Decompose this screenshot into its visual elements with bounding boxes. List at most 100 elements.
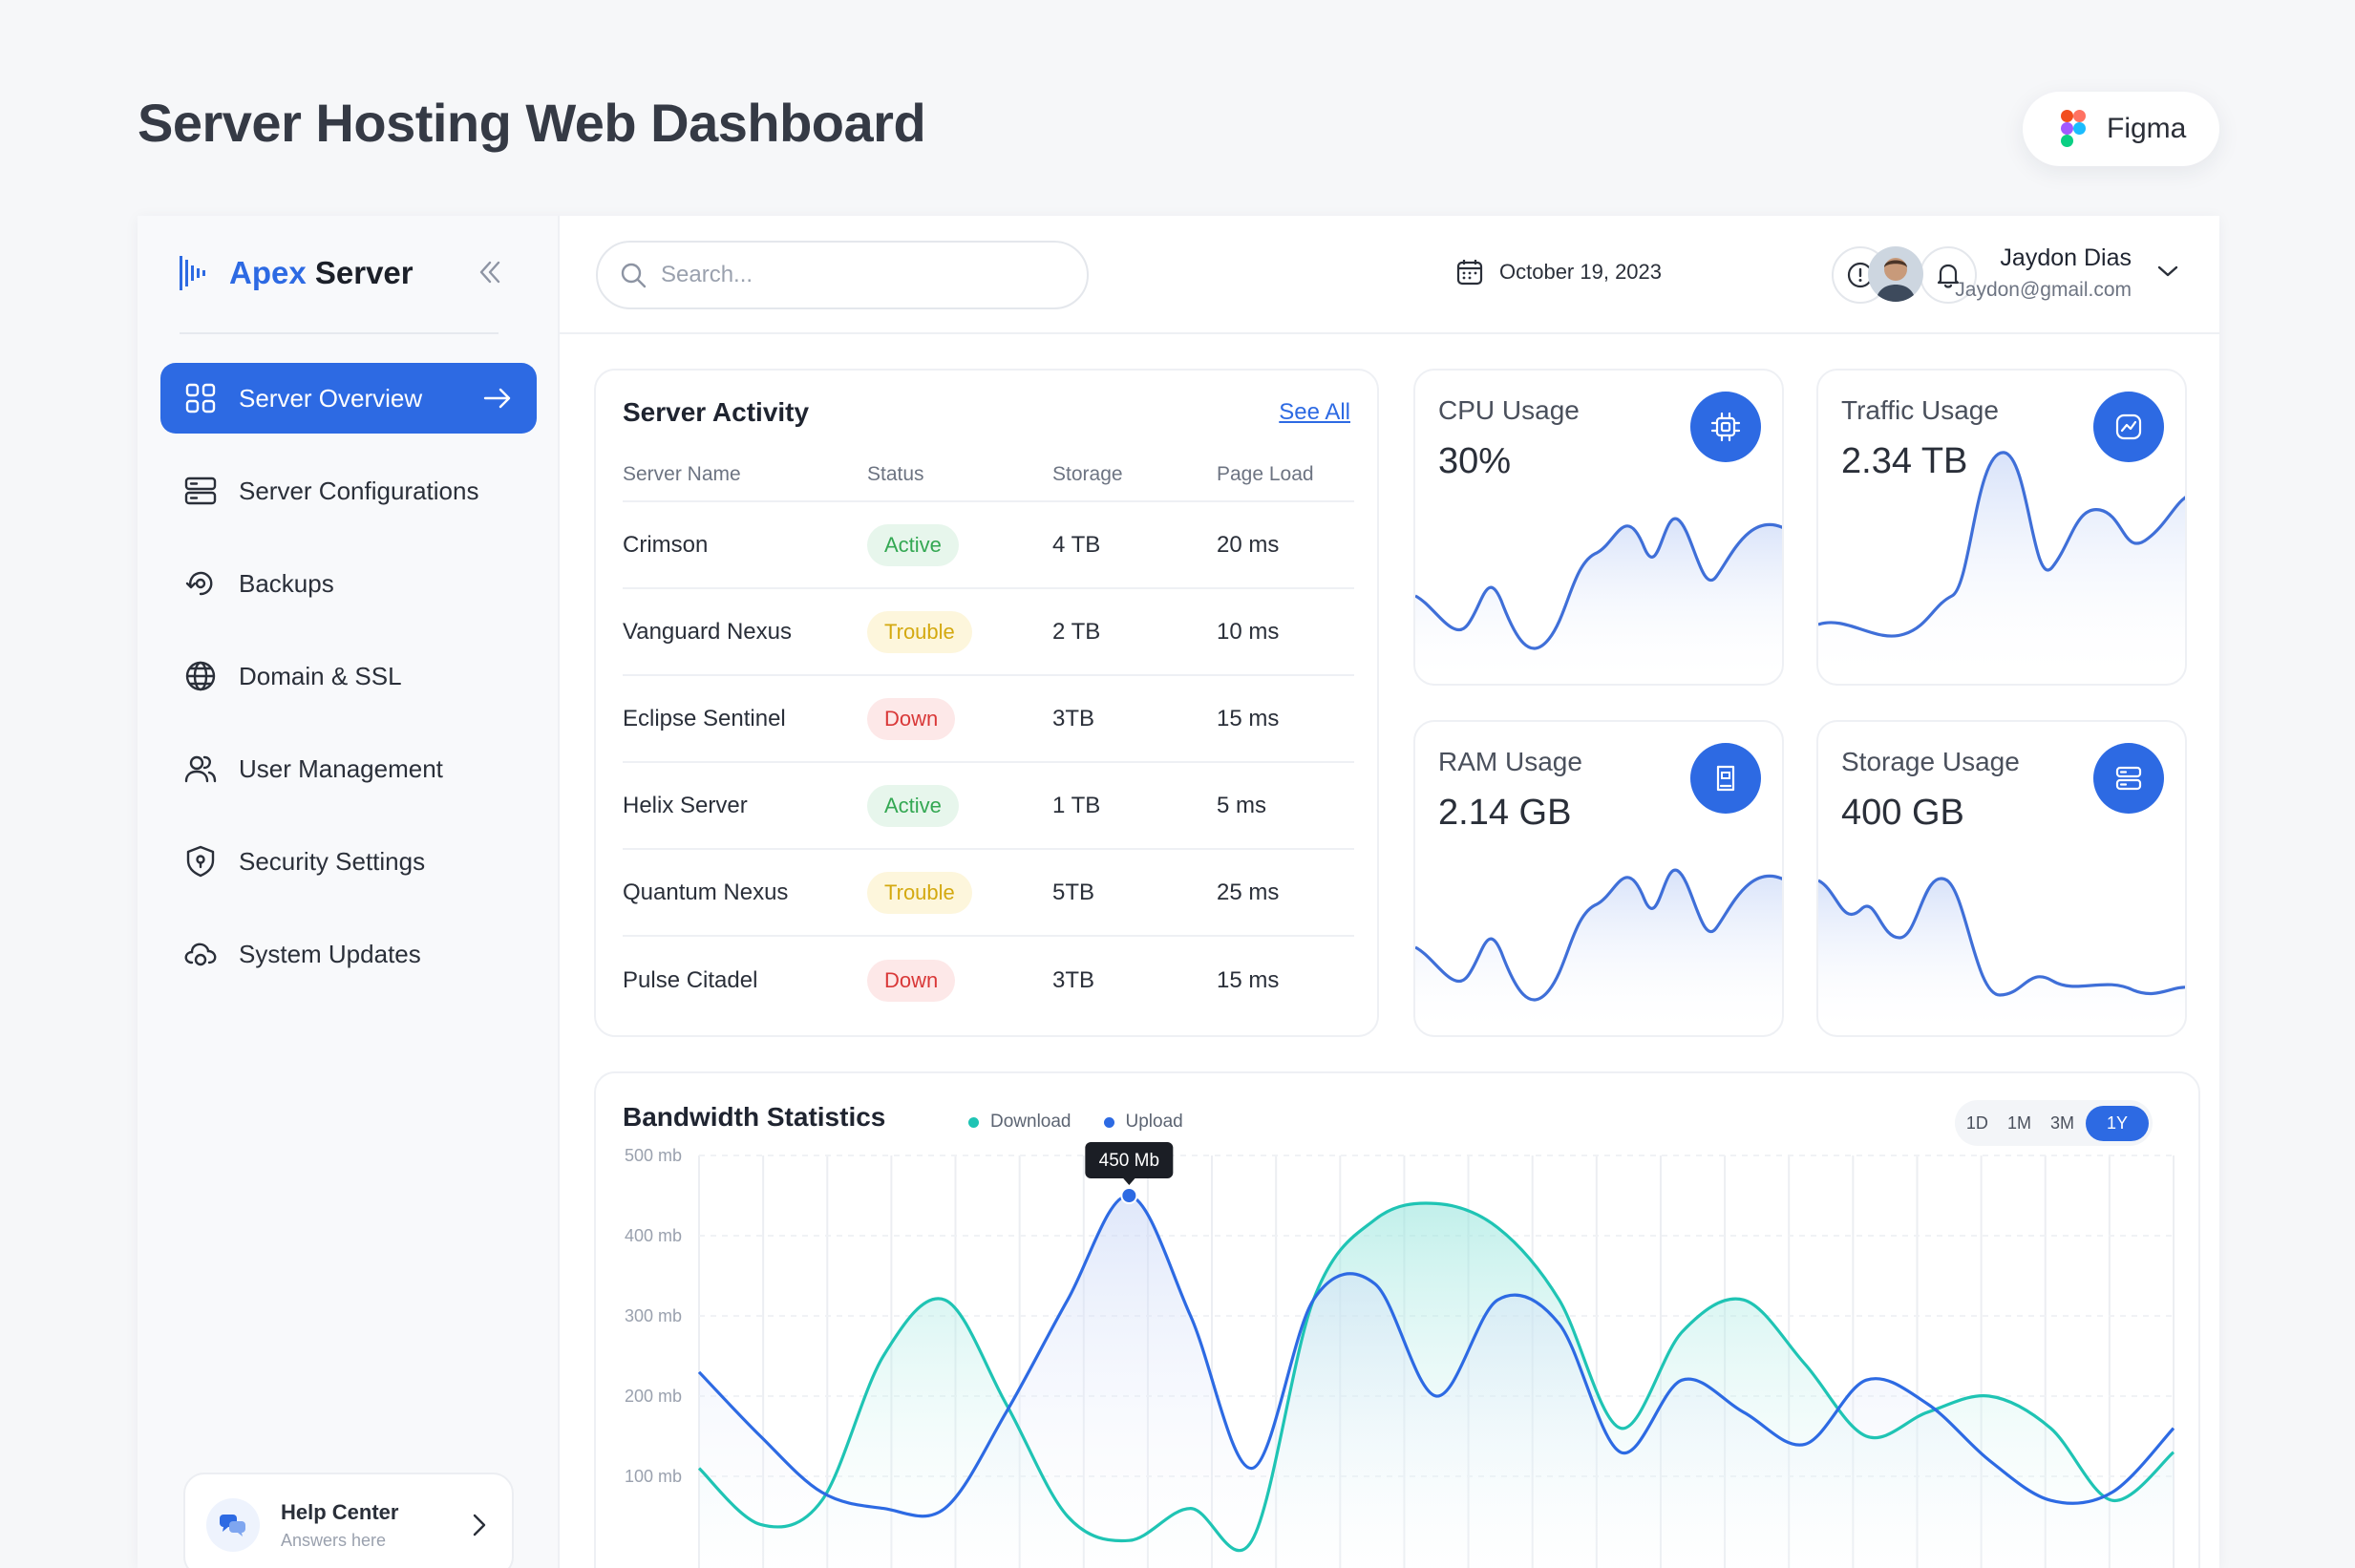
table-header: Server Name Status Storage Page Load — [623, 449, 1354, 502]
top-bar: October 19, 2023 Jaydon Dias Jaydon@gmai… — [560, 216, 2219, 334]
figma-logo-icon — [2061, 110, 2086, 147]
status-cell: Down — [867, 697, 1052, 740]
status-cell: Active — [867, 784, 1052, 827]
column-header[interactable]: Page Load — [1217, 463, 1314, 485]
search-box[interactable] — [596, 241, 1089, 309]
page-load-value: 5 ms — [1217, 792, 1267, 818]
sidebar: Apex Server Server Overview Server Confi… — [138, 216, 560, 1568]
date-display[interactable]: October 19, 2023 — [1455, 258, 1662, 286]
cpu-usage-card[interactable]: CPU Usage 30% — [1413, 369, 1784, 686]
page-load-value: 20 ms — [1217, 531, 1280, 558]
status-badge: Down — [867, 697, 956, 740]
page-load-value: 25 ms — [1217, 879, 1280, 905]
database-icon — [2093, 743, 2164, 814]
sidebar-item-security-settings[interactable]: Security Settings — [160, 826, 537, 897]
legend-dot — [968, 1116, 979, 1128]
search-input[interactable] — [661, 262, 1062, 288]
globe-icon — [185, 661, 216, 691]
server-name: Quantum Nexus — [623, 879, 789, 905]
range-1m-button[interactable]: 1M — [2006, 1112, 2031, 1133]
sidebar-item-label: Domain & SSL — [239, 661, 402, 690]
status-cell: Down — [867, 959, 1052, 1002]
column-header[interactable]: Server Name — [623, 463, 741, 485]
help-center-subtitle: Answers here — [281, 1530, 387, 1550]
figma-badge[interactable]: Figma — [2023, 92, 2219, 166]
series-area-upload — [699, 1195, 2174, 1568]
storage-usage-card[interactable]: Storage Usage 400 GB — [1816, 720, 2187, 1037]
avatar[interactable] — [1868, 246, 1923, 302]
metric-value: 400 GB — [1841, 793, 1964, 833]
ram-usage-card[interactable]: RAM Usage 2.14 GB — [1413, 720, 1784, 1037]
card-title: Server Activity — [623, 397, 810, 427]
user-email: Jaydon@gmail.com — [1955, 279, 2132, 301]
range-3m-button[interactable]: 3M — [2049, 1112, 2074, 1133]
range-1y-button[interactable]: 1Y — [2085, 1105, 2149, 1141]
metric-title: Traffic Usage — [1841, 395, 1999, 425]
status-badge: Trouble — [867, 871, 972, 914]
page-heading: Server Hosting Web Dashboard — [138, 93, 926, 153]
waveform-logo-icon — [180, 256, 205, 290]
server-activity-card: Server Activity See All Server Name Stat… — [594, 369, 1379, 1037]
sidebar-item-server-overview[interactable]: Server Overview — [160, 363, 537, 434]
column-header[interactable]: Storage — [1052, 463, 1123, 485]
series-line-download[interactable] — [697, 1201, 2175, 1552]
sidebar-item-backups[interactable]: Backups — [160, 548, 537, 619]
server-name: Helix Server — [623, 792, 748, 818]
status-badge: Trouble — [867, 610, 972, 653]
data-point-marker[interactable] — [1120, 1187, 1138, 1204]
date-text: October 19, 2023 — [1499, 260, 1663, 284]
see-all-link[interactable]: See All — [1279, 399, 1350, 425]
sidebar-item-user-management[interactable]: User Management — [160, 733, 537, 804]
brand-name: Apex Server — [229, 255, 414, 290]
storage-value: 3TB — [1052, 705, 1095, 731]
ram-sparkline — [1415, 868, 1782, 1035]
metric-title: CPU Usage — [1438, 395, 1580, 425]
traffic-usage-card[interactable]: Traffic Usage 2.34 TB — [1816, 369, 2187, 686]
help-center-card[interactable]: Help Center Answers here — [183, 1473, 514, 1568]
storage-value: 2 TB — [1052, 618, 1101, 645]
table-row[interactable]: Quantum Nexus Trouble 5TB 25 ms — [623, 850, 1354, 937]
sidebar-item-label: System Updates — [239, 939, 421, 968]
help-center-title: Help Center — [281, 1499, 399, 1524]
y-tick-label: 500 mb — [625, 1146, 682, 1165]
status-badge: Active — [867, 784, 959, 827]
table-row[interactable]: Eclipse Sentinel Down 3TB 15 ms — [623, 676, 1354, 763]
legend-download[interactable]: Download — [968, 1112, 1071, 1133]
legend-dot — [1103, 1116, 1114, 1128]
figma-label: Figma — [2107, 113, 2187, 144]
storage-value: 5TB — [1052, 879, 1095, 905]
sidebar-item-domain-ssl[interactable]: Domain & SSL — [160, 641, 537, 711]
arrow-right-icon — [483, 388, 511, 409]
chevron-down-icon[interactable] — [2156, 264, 2179, 279]
bell-icon — [1937, 264, 1960, 288]
collapse-sidebar-icon[interactable] — [477, 258, 502, 286]
column-header[interactable]: Status — [867, 463, 924, 485]
sidebar-item-server-configurations[interactable]: Server Configurations — [160, 456, 537, 526]
metric-value: 2.14 GB — [1438, 793, 1572, 833]
status-cell: Active — [867, 523, 1052, 566]
brand[interactable]: Apex Server — [180, 252, 414, 294]
search-icon — [621, 263, 647, 288]
sidebar-item-system-updates[interactable]: System Updates — [160, 919, 537, 989]
sidebar-item-label: Security Settings — [239, 846, 426, 876]
page-load-value: 15 ms — [1217, 705, 1280, 731]
dashboard: Apex Server Server Overview Server Confi… — [138, 216, 2219, 1568]
y-tick-label: 200 mb — [625, 1387, 682, 1406]
grid-icon — [185, 383, 216, 413]
metric-title: RAM Usage — [1438, 747, 1582, 776]
range-1d-button[interactable]: 1D — [1965, 1112, 1988, 1133]
server-name: Vanguard Nexus — [623, 618, 792, 645]
table-row[interactable]: Crimson Active 4 TB 20 ms — [623, 502, 1354, 589]
y-tick-label: 300 mb — [625, 1306, 682, 1325]
metric-value: 2.34 TB — [1841, 441, 1968, 481]
table-row[interactable]: Helix Server Active 1 TB 5 ms — [623, 763, 1354, 850]
legend-upload[interactable]: Upload — [1103, 1112, 1183, 1133]
sidebar-item-label: Backups — [239, 568, 334, 598]
table-row[interactable]: Pulse Citadel Down 3TB 15 ms — [623, 937, 1354, 1024]
status-badge: Active — [867, 523, 959, 566]
y-tick-label: 400 mb — [625, 1226, 682, 1245]
tooltip-label: 450 Mb — [1099, 1151, 1159, 1171]
chart-line-icon — [2093, 392, 2164, 462]
series-line-upload[interactable] — [697, 1194, 2175, 1518]
table-row[interactable]: Vanguard Nexus Trouble 2 TB 10 ms — [623, 589, 1354, 676]
